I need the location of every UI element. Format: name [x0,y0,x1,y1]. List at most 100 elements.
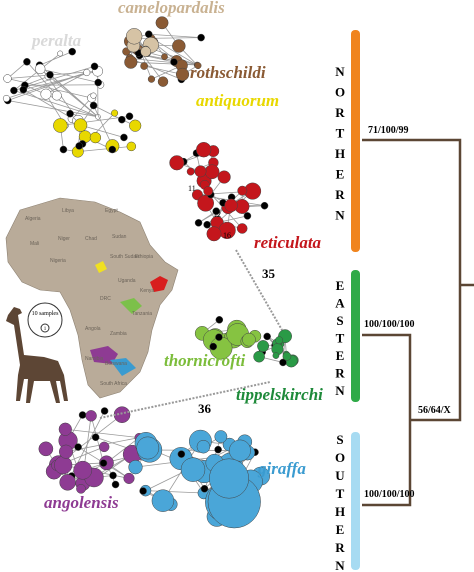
haplotype [279,358,287,367]
haplotype [113,406,131,424]
map-label: Nigeria [50,258,66,264]
haplotype [151,489,175,512]
legend-unit: 1 [44,327,47,332]
haplotype [89,131,102,144]
support: 100/100/100 [364,489,415,500]
haplotype [209,342,218,351]
haplotype [139,487,147,495]
africa-map [5,197,179,399]
haplotype [263,332,271,341]
edge [145,490,204,494]
edge [7,61,28,79]
map-range [110,358,136,376]
haplotype [89,101,98,110]
haplotype [197,33,205,42]
haplotype [94,78,102,87]
haplotype [203,186,214,196]
edge [80,124,125,138]
haplotype [282,351,292,361]
map-label: Libya [62,208,74,214]
map-range [120,298,142,314]
haplotype [253,350,265,363]
haplotype [59,474,76,491]
link [99,381,271,419]
haplotype [118,115,126,124]
map-label: South Sudan [110,254,139,260]
legend-circle [27,302,63,338]
map-range [150,276,168,292]
edge [26,61,58,96]
haplotype [66,109,74,118]
haplotype [98,441,110,453]
network-label: 11 [188,184,196,193]
haplotype [217,170,231,184]
haplotype [34,63,46,75]
map-label: Chad [85,236,97,242]
haplotype [257,340,270,353]
edge [135,37,202,39]
haplotype [224,198,238,213]
haplotype [76,483,86,494]
haplotype [200,485,209,493]
haplotype [23,58,31,66]
edge [93,105,123,121]
edge [49,74,99,118]
edge [148,33,202,38]
haplotype [212,207,220,215]
map-label: Kenya [140,288,154,294]
map-label: Namibia [85,356,104,362]
clade-bar [351,30,360,252]
haplotype [215,316,224,324]
haplotype [243,212,252,220]
haplotype [157,76,169,87]
species-label: giraffa [257,459,306,478]
haplotype [237,185,248,196]
haplotype [111,109,119,117]
map-range [90,346,118,364]
giraffe [6,307,68,403]
haplotype [46,71,54,79]
distance: 36 [198,401,212,416]
haplotype [53,118,68,133]
haplotype [108,145,117,154]
haplotype [194,62,202,70]
haplotype [83,68,91,77]
legend-circle [40,323,50,333]
haplotype [91,433,100,441]
map-label: South Africa [100,381,127,387]
map-label: Mali [30,241,39,247]
haplotype [172,39,186,53]
haplotype [40,88,52,100]
species-label: antiquorum [196,91,279,110]
haplotype [125,28,143,45]
clade-bar [351,432,360,570]
haplotype [57,50,64,57]
edge [13,90,99,118]
haplotype [236,223,248,234]
map-labels: Algeria Libya Egypt Mali Niger Chad Sudan Niger… [25,208,154,387]
haplotype [126,141,137,152]
edge [7,100,99,118]
edge [93,105,113,147]
haplotype [206,226,222,242]
tree [362,138,474,507]
network-label: 16 [223,231,231,240]
haplotype [204,164,220,180]
haplotype [125,112,134,121]
haplotype [128,460,143,475]
haplotype [2,94,10,103]
map-label: Algeria [25,216,41,222]
haplotype [73,460,93,480]
haplotype [209,458,250,499]
haplotype [147,75,156,83]
species-label: peralta [30,31,82,50]
haplotype [196,439,211,454]
haplotype [58,422,72,436]
map-label: Tanzania [132,311,152,317]
clade-name: NORTHERN [333,64,348,228]
edge [24,76,49,86]
haplotype [275,336,284,345]
clade-name: EASTERN [333,278,348,401]
haplotype [140,46,152,57]
